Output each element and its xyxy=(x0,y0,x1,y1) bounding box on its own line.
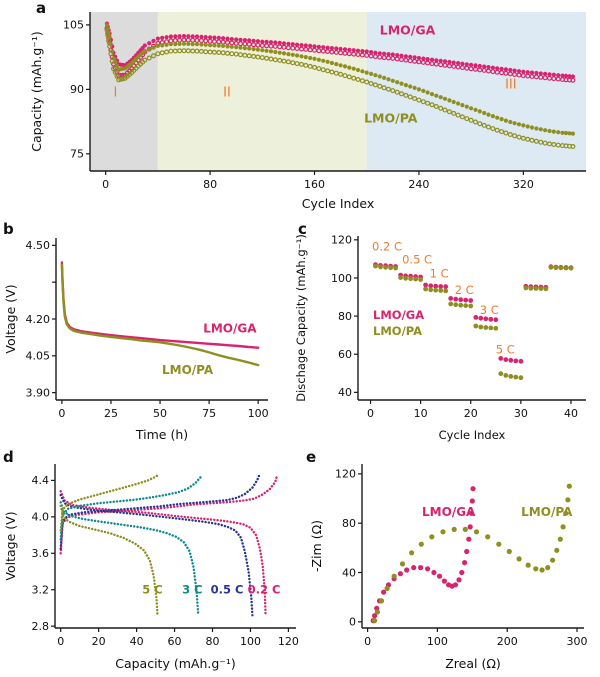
svg-text:3.6: 3.6 xyxy=(32,547,50,560)
svg-text:200: 200 xyxy=(497,635,518,648)
svg-text:20: 20 xyxy=(464,407,478,420)
svg-text:4.05: 4.05 xyxy=(26,350,51,363)
svg-text:40: 40 xyxy=(342,566,356,579)
svg-text:0: 0 xyxy=(57,635,64,648)
svg-text:Voltage (V): Voltage (V) xyxy=(3,511,18,580)
svg-text:0.5 C: 0.5 C xyxy=(402,253,432,267)
chart-rate-capability: 0 10 20 30 40 40 60 80 100 120 Cycle Index Dischage… xyxy=(292,224,598,446)
svg-text:0: 0 xyxy=(364,635,371,648)
svg-text:Capacity (mAh.g⁻¹): Capacity (mAh.g⁻¹) xyxy=(29,31,44,152)
svg-text:Capacity (mAh.g⁻¹): Capacity (mAh.g⁻¹) xyxy=(115,656,236,671)
svg-text:4.20: 4.20 xyxy=(26,313,51,326)
svg-text:Cycle Index: Cycle Index xyxy=(439,428,506,442)
svg-text:4.4: 4.4 xyxy=(32,474,50,487)
svg-text:0: 0 xyxy=(58,407,65,420)
svg-text:LMO/GA: LMO/GA xyxy=(380,22,436,37)
svg-text:1 C: 1 C xyxy=(430,267,449,281)
svg-text:25: 25 xyxy=(104,407,118,420)
chart-capacity-vs-cycle: 0 80 160 240 320 75 90 105 Cycle Index Capacity (… xyxy=(28,2,598,215)
panel-letter-a: a xyxy=(36,0,47,17)
svg-text:Voltage (V): Voltage (V) xyxy=(3,284,18,353)
svg-text:120: 120 xyxy=(335,468,356,481)
svg-text:LMO/PA: LMO/PA xyxy=(364,110,418,125)
svg-text:Cycle Index: Cycle Index xyxy=(302,196,375,211)
chart-voltage-vs-time: 0 25 50 75 100 3.90 4.05 4.20 4.50 Time (h) Voltag… xyxy=(2,224,280,446)
svg-text:50: 50 xyxy=(153,407,167,420)
svg-text:II: II xyxy=(223,86,231,101)
svg-text:90: 90 xyxy=(70,83,84,96)
svg-text:80: 80 xyxy=(203,178,217,191)
chart-nyquist-impedance: 0 100 200 300 0 40 80 120 Zreal (Ω) -Zim (Ω) LMO/G… xyxy=(308,452,598,675)
svg-text:LMO/PA: LMO/PA xyxy=(373,324,422,338)
panel-letter-e: e xyxy=(306,448,317,466)
svg-text:75: 75 xyxy=(70,148,84,161)
svg-text:3.90: 3.90 xyxy=(26,386,51,399)
svg-text:III: III xyxy=(505,77,517,92)
svg-text:10: 10 xyxy=(414,407,428,420)
svg-text:105: 105 xyxy=(63,19,84,32)
svg-text:3.2: 3.2 xyxy=(32,584,50,597)
svg-text:80: 80 xyxy=(342,517,356,530)
svg-text:20: 20 xyxy=(92,635,106,648)
panel-letter-c: c xyxy=(298,220,307,238)
svg-text:0.5 C: 0.5 C xyxy=(211,582,244,596)
svg-text:120: 120 xyxy=(278,635,299,648)
svg-text:0: 0 xyxy=(349,616,356,629)
svg-text:I: I xyxy=(113,86,117,101)
svg-text:100: 100 xyxy=(427,635,448,648)
svg-text:4.0: 4.0 xyxy=(32,511,50,524)
svg-text:-Zim (Ω): -Zim (Ω) xyxy=(309,520,324,572)
svg-text:5 C: 5 C xyxy=(496,342,515,356)
svg-text:0: 0 xyxy=(102,178,109,191)
svg-text:Time (h): Time (h) xyxy=(135,427,188,442)
panel-letter-d: d xyxy=(3,448,14,466)
svg-text:80: 80 xyxy=(338,310,352,323)
svg-text:3 C: 3 C xyxy=(480,303,499,317)
svg-text:160: 160 xyxy=(304,178,325,191)
svg-text:60: 60 xyxy=(168,635,182,648)
svg-text:320: 320 xyxy=(513,178,534,191)
svg-text:Zreal (Ω): Zreal (Ω) xyxy=(445,656,501,671)
svg-text:40: 40 xyxy=(338,386,352,399)
svg-text:LMO/GA: LMO/GA xyxy=(373,308,424,322)
svg-text:Dischage Capacity (mAh.g⁻¹): Dischage Capacity (mAh.g⁻¹) xyxy=(294,234,308,402)
svg-text:4.50: 4.50 xyxy=(26,239,51,252)
svg-text:100: 100 xyxy=(240,635,261,648)
svg-text:75: 75 xyxy=(202,407,216,420)
svg-text:LMO/GA: LMO/GA xyxy=(422,505,476,519)
svg-text:100: 100 xyxy=(248,407,269,420)
svg-text:40: 40 xyxy=(564,407,578,420)
svg-text:60: 60 xyxy=(338,348,352,361)
svg-text:0.2 C: 0.2 C xyxy=(372,239,402,253)
svg-text:LMO/GA: LMO/GA xyxy=(203,322,257,336)
svg-text:80: 80 xyxy=(206,635,220,648)
chart-voltage-vs-capacity: 0 20 40 60 80 100 120 2.8 3.2 3.6 4.0 4.4 Capacity (… xyxy=(2,452,306,675)
svg-text:40: 40 xyxy=(130,635,144,648)
svg-text:2 C: 2 C xyxy=(455,283,474,297)
svg-text:2.8: 2.8 xyxy=(32,620,50,633)
svg-text:240: 240 xyxy=(408,178,429,191)
svg-text:100: 100 xyxy=(331,272,352,285)
svg-text:0.2 C: 0.2 C xyxy=(248,582,281,596)
svg-text:5 C: 5 C xyxy=(142,582,162,596)
svg-text:LMO/PA: LMO/PA xyxy=(521,505,573,519)
svg-text:30: 30 xyxy=(514,407,528,420)
svg-text:300: 300 xyxy=(567,635,588,648)
svg-text:0: 0 xyxy=(367,407,374,420)
svg-text:3 C: 3 C xyxy=(182,582,202,596)
svg-text:LMO/PA: LMO/PA xyxy=(162,363,214,377)
svg-text:120: 120 xyxy=(331,234,352,247)
panel-letter-b: b xyxy=(3,220,14,238)
